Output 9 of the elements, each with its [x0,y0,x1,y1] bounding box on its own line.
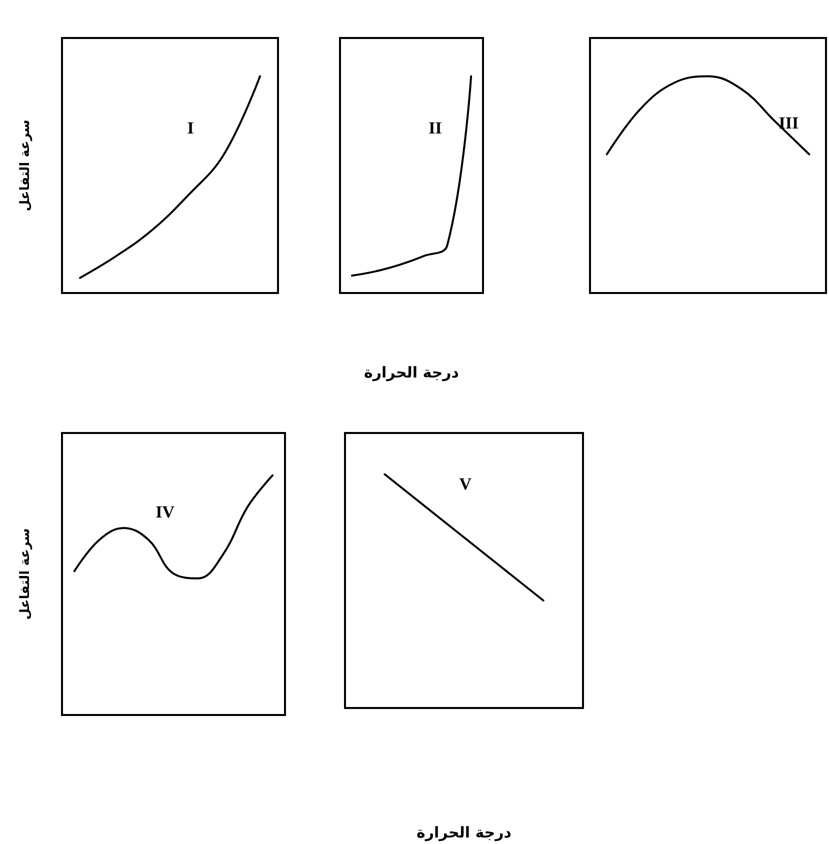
annotation: IV [156,502,176,522]
annotation: II [428,118,442,138]
y-axis-title: سرعة التفاعل [18,528,33,620]
annotation: V [459,474,472,494]
annotation: I [187,118,194,138]
annotation: III [778,114,800,132]
x-axis-title: درجة الحرارة [416,824,512,842]
y-axis-title: سرعة التفاعل [18,120,33,212]
x-axis-title: درجة الحرارة [364,364,460,382]
